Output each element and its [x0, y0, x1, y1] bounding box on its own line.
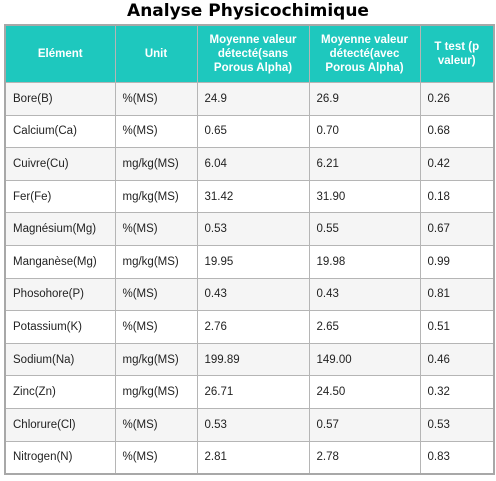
cell-value-with-porous-alpha: 19.98 — [308, 244, 421, 279]
cell-value-without-porous-alpha: 24.9 — [196, 82, 310, 116]
cell-element: Calcium(Ca) — [4, 114, 116, 149]
table-body: Bore(B) %(MS) 24.9 26.9 0.26 Calcium(Ca) %(MS)… — [4, 82, 495, 475]
column-header-with-porous-alpha: Moyenne valeur détecté(avec Porous Alpha… — [308, 24, 421, 83]
cell-value-without-porous-alpha: 0.53 — [196, 407, 310, 442]
cell-unit: mg/kg(MS) — [114, 375, 198, 409]
table-row: Phosohore(P) %(MS) 0.43 0.43 0.81 — [4, 277, 495, 312]
cell-unit: mg/kg(MS) — [114, 147, 198, 181]
cell-element: Nitrogen(N) — [4, 440, 116, 475]
cell-element: Chlorure(Cl) — [4, 407, 116, 442]
table-row: Cuivre(Cu) mg/kg(MS) 6.04 6.21 0.42 — [4, 147, 495, 181]
cell-value-with-porous-alpha: 0.70 — [308, 114, 421, 149]
cell-value-with-porous-alpha: 2.78 — [308, 440, 421, 475]
cell-element: Phosohore(P) — [4, 277, 116, 312]
cell-unit: %(MS) — [114, 277, 198, 312]
cell-p-value: 0.83 — [419, 440, 495, 475]
table-row: Calcium(Ca) %(MS) 0.65 0.70 0.68 — [4, 114, 495, 149]
cell-p-value: 0.53 — [419, 407, 495, 442]
cell-value-without-porous-alpha: 2.81 — [196, 440, 310, 475]
table-row: Chlorure(Cl) %(MS) 0.53 0.57 0.53 — [4, 407, 495, 442]
table-row: Nitrogen(N) %(MS) 2.81 2.78 0.83 — [4, 440, 495, 475]
cell-value-with-porous-alpha: 6.21 — [308, 147, 421, 181]
cell-unit: %(MS) — [114, 82, 198, 116]
cell-value-without-porous-alpha: 0.53 — [196, 212, 310, 246]
column-header-t-test: T test (p valeur) — [419, 24, 495, 83]
cell-unit: %(MS) — [114, 310, 198, 344]
table-row: Zinc(Zn) mg/kg(MS) 26.71 24.50 0.32 — [4, 375, 495, 409]
cell-p-value: 0.18 — [419, 179, 495, 214]
table-row: Magnésium(Mg) %(MS) 0.53 0.55 0.67 — [4, 212, 495, 246]
cell-element: Magnésium(Mg) — [4, 212, 116, 246]
cell-value-with-porous-alpha: 26.9 — [308, 82, 421, 116]
cell-element: Bore(B) — [4, 82, 116, 116]
cell-element: Potassium(K) — [4, 310, 116, 344]
table-row: Bore(B) %(MS) 24.9 26.9 0.26 — [4, 82, 495, 116]
cell-value-without-porous-alpha: 2.76 — [196, 310, 310, 344]
cell-value-with-porous-alpha: 0.57 — [308, 407, 421, 442]
cell-value-without-porous-alpha: 199.89 — [196, 342, 310, 377]
cell-unit: %(MS) — [114, 407, 198, 442]
cell-value-with-porous-alpha: 2.65 — [308, 310, 421, 344]
cell-value-without-porous-alpha: 6.04 — [196, 147, 310, 181]
cell-element: Zinc(Zn) — [4, 375, 116, 409]
table-row: Fer(Fe) mg/kg(MS) 31.42 31.90 0.18 — [4, 179, 495, 214]
cell-element: Manganèse(Mg) — [4, 244, 116, 279]
cell-p-value: 0.42 — [419, 147, 495, 181]
cell-value-with-porous-alpha: 149.00 — [308, 342, 421, 377]
header-row: Elément Unit Moyenne valeur détecté(sans… — [4, 24, 495, 83]
column-header-without-porous-alpha: Moyenne valeur détecté(sans Porous Alpha… — [196, 24, 310, 83]
cell-p-value: 0.68 — [419, 114, 495, 149]
cell-p-value: 0.32 — [419, 375, 495, 409]
cell-p-value: 0.51 — [419, 310, 495, 344]
table-header: Elément Unit Moyenne valeur détecté(sans… — [4, 24, 495, 83]
cell-value-with-porous-alpha: 31.90 — [308, 179, 421, 214]
cell-value-without-porous-alpha: 0.65 — [196, 114, 310, 149]
cell-p-value: 0.99 — [419, 244, 495, 279]
cell-value-with-porous-alpha: 0.43 — [308, 277, 421, 312]
cell-unit: mg/kg(MS) — [114, 244, 198, 279]
cell-value-without-porous-alpha: 19.95 — [196, 244, 310, 279]
cell-value-without-porous-alpha: 0.43 — [196, 277, 310, 312]
cell-unit: mg/kg(MS) — [114, 342, 198, 377]
table-row: Potassium(K) %(MS) 2.76 2.65 0.51 — [4, 310, 495, 344]
cell-p-value: 0.26 — [419, 82, 495, 116]
cell-value-without-porous-alpha: 31.42 — [196, 179, 310, 214]
cell-p-value: 0.81 — [419, 277, 495, 312]
table-row: Sodium(Na) mg/kg(MS) 199.89 149.00 0.46 — [4, 342, 495, 377]
table-title: Analyse Physicochimique — [127, 1, 369, 21]
cell-unit: %(MS) — [114, 212, 198, 246]
cell-element: Cuivre(Cu) — [4, 147, 116, 181]
analysis-table: Elément Unit Moyenne valeur détecté(sans… — [4, 24, 495, 476]
column-header-element: Elément — [4, 24, 116, 83]
cell-element: Sodium(Na) — [4, 342, 116, 377]
column-header-unit: Unit — [114, 24, 198, 83]
cell-value-with-porous-alpha: 0.55 — [308, 212, 421, 246]
cell-unit: mg/kg(MS) — [114, 179, 198, 214]
table-row: Manganèse(Mg) mg/kg(MS) 19.95 19.98 0.99 — [4, 244, 495, 279]
cell-element: Fer(Fe) — [4, 179, 116, 214]
cell-p-value: 0.67 — [419, 212, 495, 246]
cell-p-value: 0.46 — [419, 342, 495, 377]
cell-value-with-porous-alpha: 24.50 — [308, 375, 421, 409]
cell-unit: %(MS) — [114, 114, 198, 149]
cell-unit: %(MS) — [114, 440, 198, 475]
cell-value-without-porous-alpha: 26.71 — [196, 375, 310, 409]
